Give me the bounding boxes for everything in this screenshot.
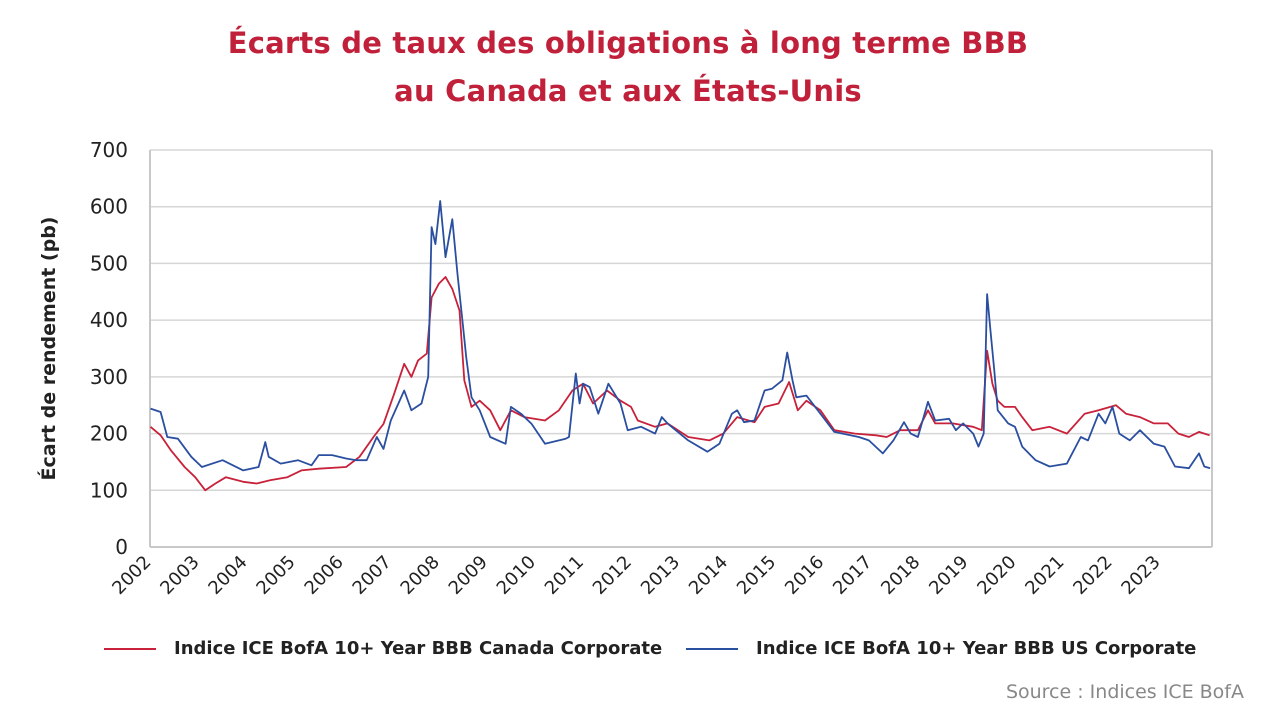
y-axis-label: Écart de rendement (pb) (37, 217, 60, 481)
y-tick-label: 0 (115, 535, 128, 559)
y-tick-label: 200 (90, 422, 128, 446)
x-tick-label: 2006 (301, 552, 348, 599)
x-tick-label: 2010 (493, 552, 540, 599)
y-tick-label: 600 (90, 195, 128, 219)
x-tick-label: 2007 (349, 552, 396, 599)
x-tick-label: 2003 (156, 552, 203, 599)
x-tick-label: 2014 (685, 552, 732, 599)
y-tick-label: 300 (90, 365, 128, 389)
legend-label-canada: Indice ICE BofA 10+ Year BBB Canada Corp… (174, 638, 663, 659)
x-tick-label: 2018 (877, 552, 924, 599)
x-tick-label: 2008 (397, 552, 444, 599)
x-tick-label: 2004 (204, 552, 251, 599)
legend-swatch-us (686, 647, 738, 650)
legend-item-canada: Indice ICE BofA 10+ Year BBB Canada Corp… (104, 638, 662, 659)
x-tick-label: 2013 (637, 552, 684, 599)
series-line-canada (149, 276, 1210, 492)
x-tick-label: 2021 (1021, 552, 1068, 599)
legend-swatch-canada (104, 647, 156, 650)
x-tick-label: 2011 (541, 552, 588, 599)
x-tick-label: 2005 (252, 552, 299, 599)
x-tick-label: 2012 (589, 552, 636, 599)
x-tick-label: 2022 (1069, 552, 1116, 599)
y-tick-label: 500 (90, 251, 128, 275)
x-tick-label: 2015 (733, 552, 780, 599)
y-tick-label: 400 (90, 308, 128, 332)
legend-label-us: Indice ICE BofA 10+ Year BBB US Corporat… (756, 638, 1197, 659)
source-note: Source : Indices ICE BofA (1005, 681, 1244, 703)
x-tick-label: 2016 (781, 552, 828, 599)
x-tick-label: 2023 (1117, 552, 1164, 599)
series-line-us (150, 200, 1211, 472)
y-tick-label: 700 (90, 138, 128, 162)
chart-title-line-1: Écarts de taux des obligations à long te… (227, 26, 1029, 60)
y-tick-label: 100 (90, 478, 128, 502)
chart-title-line-2: au Canada et aux États-Unis (394, 74, 862, 108)
x-tick-label: 2009 (445, 552, 492, 599)
legend-item-us: Indice ICE BofA 10+ Year BBB US Corporat… (686, 638, 1196, 659)
x-tick-label: 2017 (829, 552, 876, 599)
x-tick-label: 2020 (973, 552, 1020, 599)
x-tick-label: 2019 (925, 552, 972, 599)
